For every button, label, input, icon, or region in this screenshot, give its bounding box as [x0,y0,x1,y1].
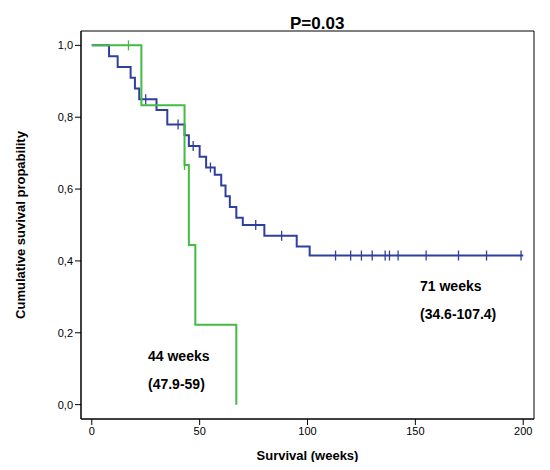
svg-text:1,0: 1,0 [58,39,73,51]
html-text:P=0.03: P=0.03 [290,14,345,33]
html-text:(47.9-59): (47.9-59) [148,376,205,392]
svg-text:0,6: 0,6 [58,183,73,195]
html-text:(34.6-107.4): (34.6-107.4) [420,306,497,322]
svg-text:50: 50 [194,425,206,437]
svg-text:0,0: 0,0 [58,399,73,411]
svg-text:200: 200 [514,425,532,437]
svg-text:0,4: 0,4 [58,255,73,267]
html-text:71 weeks: 71 weeks [420,278,482,294]
svg-text:Cumulative suvival propability: Cumulative suvival propability [13,130,28,319]
svg-text:0: 0 [89,425,95,437]
html-text:44 weeks: 44 weeks [148,348,210,364]
svg-text:0,2: 0,2 [58,327,73,339]
svg-text:Survival (weeks): Survival (weeks) [257,448,359,462]
svg-text:100: 100 [298,425,316,437]
svg-text:150: 150 [406,425,424,437]
svg-text:0,8: 0,8 [58,111,73,123]
